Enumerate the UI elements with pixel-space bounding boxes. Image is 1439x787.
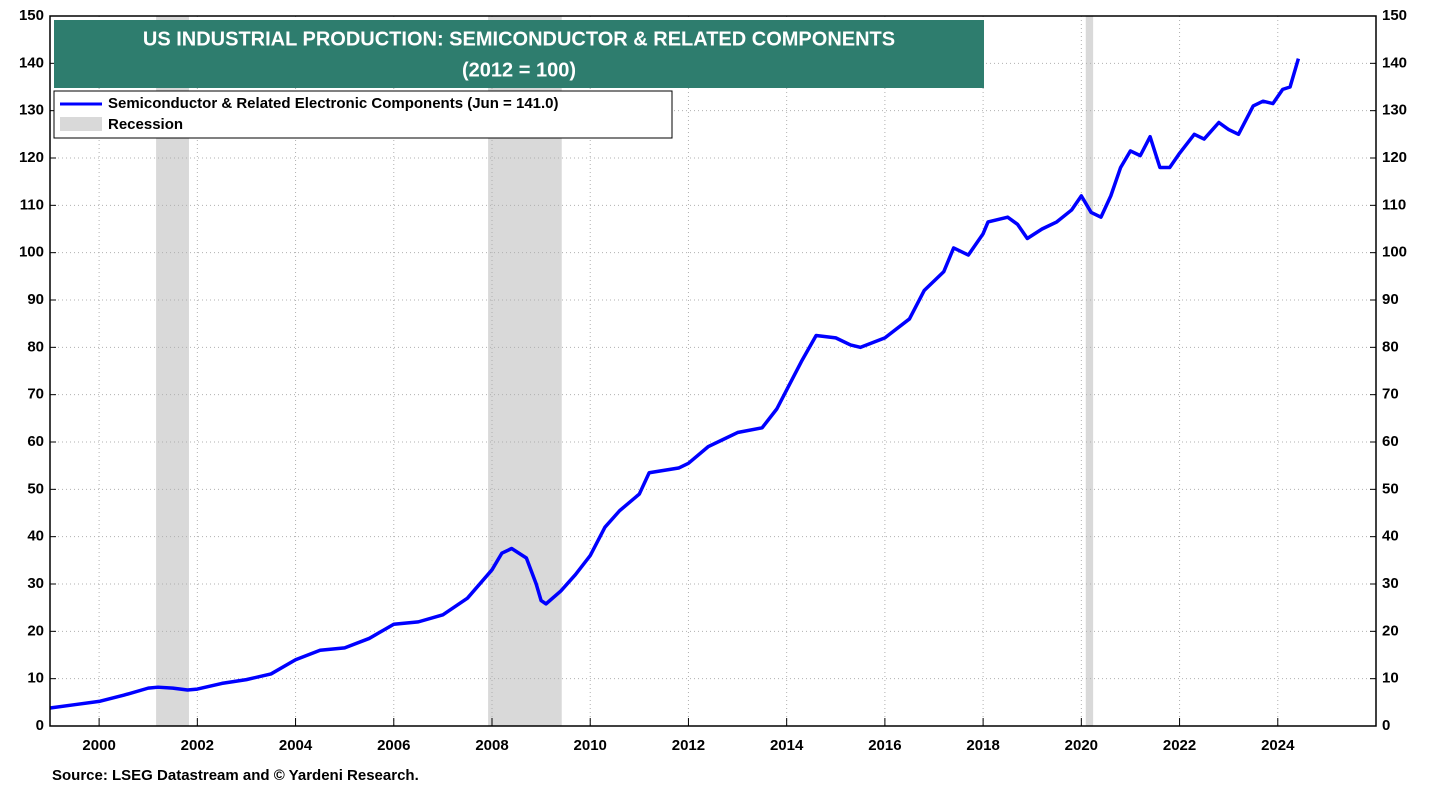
- y-tick-label: 0: [36, 717, 44, 734]
- x-tick-label: 2014: [770, 737, 804, 754]
- y-tick-label: 60: [27, 433, 44, 450]
- y-tick-label: 10: [27, 670, 44, 687]
- x-tick-label: 2008: [475, 737, 508, 754]
- x-tick-label: 2016: [868, 737, 901, 754]
- x-tick-label: 2006: [377, 737, 410, 754]
- y-tick-label: 150: [19, 7, 44, 24]
- y2-tick-label: 100: [1382, 244, 1407, 261]
- title-box: [54, 20, 984, 88]
- y-tick-label: 100: [19, 244, 44, 261]
- y-tick-label: 90: [27, 291, 44, 308]
- y2-tick-label: 110: [1382, 196, 1406, 213]
- series-line: [49, 58, 1301, 710]
- x-tick-label: 2012: [672, 737, 705, 754]
- y2-tick-label: 120: [1382, 149, 1407, 166]
- chart-subtitle: (2012 = 100): [462, 59, 576, 81]
- x-tick-label: 2002: [181, 737, 214, 754]
- x-tick-label: 2024: [1261, 737, 1295, 754]
- y2-tick-label: 60: [1382, 433, 1399, 450]
- x-tick-label: 2018: [966, 737, 999, 754]
- source: Source: LSEG Datastream and © Yardeni Re…: [52, 767, 419, 784]
- y-tick-label: 70: [27, 386, 44, 403]
- grid: [50, 16, 1376, 726]
- y2-tick-label: 130: [1382, 102, 1407, 119]
- y2-tick-label: 50: [1382, 480, 1399, 497]
- y-tick-label: 30: [27, 575, 44, 592]
- legend-swatch: [60, 117, 102, 131]
- x-tick-label: 2022: [1163, 737, 1196, 754]
- y2-tick-label: 140: [1382, 54, 1407, 71]
- y-tick-label: 20: [27, 622, 44, 639]
- legend-label: Semiconductor & Related Electronic Compo…: [108, 95, 559, 112]
- y2-tick-label: 90: [1382, 291, 1399, 308]
- y2-tick-label: 20: [1382, 622, 1399, 639]
- y-tick-label: 140: [19, 54, 44, 71]
- x-tick-label: 2004: [279, 737, 313, 754]
- y2-tick-label: 70: [1382, 386, 1399, 403]
- y-tick-label: 40: [27, 528, 44, 545]
- y2-tick-label: 80: [1382, 338, 1399, 355]
- y2-tick-label: 40: [1382, 528, 1399, 545]
- y-tick-label: 120: [19, 149, 44, 166]
- y-tick-label: 130: [19, 102, 44, 119]
- x-tick-label: 2010: [574, 737, 607, 754]
- y2-tick-label: 10: [1382, 670, 1399, 687]
- legend-label: Recession: [108, 116, 183, 133]
- x-tick-label: 2000: [82, 737, 115, 754]
- legend: [53, 90, 673, 139]
- y-tick-label: 80: [27, 338, 44, 355]
- y-tick-label: 50: [27, 480, 44, 497]
- y2-tick-label: 0: [1382, 717, 1390, 734]
- x-tick-label: 2020: [1065, 737, 1098, 754]
- y2-tick-label: 30: [1382, 575, 1399, 592]
- y-tick-label: 110: [20, 196, 44, 213]
- chart-title: US INDUSTRIAL PRODUCTION: SEMICONDUCTOR …: [143, 28, 895, 50]
- y2-tick-label: 150: [1382, 7, 1407, 24]
- plot-frame: [49, 15, 1377, 727]
- recession-band: [1085, 16, 1094, 726]
